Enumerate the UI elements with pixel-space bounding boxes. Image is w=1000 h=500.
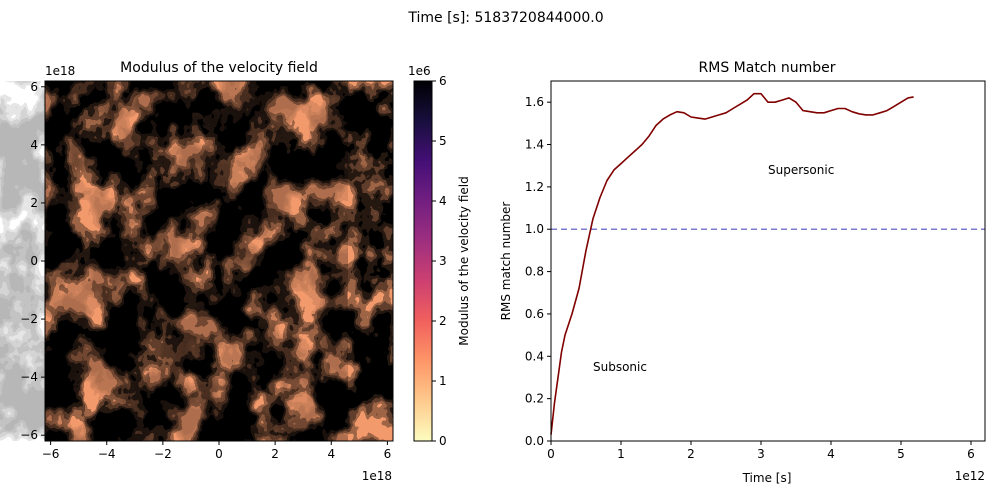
colorbar-scale [413,80,433,442]
heatmap-x-tick-label: 0 [215,447,223,461]
line-chart-y-tick-label: 1.0 [525,222,544,236]
colorbar-label: Modulus of the velocity field [457,176,471,345]
heatmap-y-tick-label: 6 [30,80,38,94]
line-chart-y-tick-label: 0.2 [525,392,544,406]
rms-mach-series-line [550,92,914,435]
line-chart-x-tick-label: 3 [757,447,765,461]
line-chart-y-tick-label: 0.6 [525,307,544,321]
line-chart-plot-area: Supersonic Subsonic [550,92,985,435]
line-chart-x-tick-label: 4 [827,447,835,461]
colorbar-tick-label: 6 [439,74,447,88]
line-chart-y-tick-label: 1.2 [525,180,544,194]
colorbar-tick-label: 3 [439,254,447,268]
line-chart-x-tick-label: 6 [967,447,975,461]
heatmap-y-tick-label: −6 [20,428,38,442]
heatmap-x-tick-label: 4 [327,447,335,461]
line-chart-x-label: Time [s] [742,471,792,485]
heatmap-x-tick-label: −6 [42,447,60,461]
colorbar-tick-label: 0 [439,434,447,448]
line-chart-frame [550,80,986,442]
heatmap-x-tick-label: 6 [384,447,392,461]
heatmap-y-offset-text: 1e18 [45,64,75,78]
colorbar-axis: 0 1 2 3 4 5 6 [432,74,447,448]
colorbar-tick-label: 1 [439,374,447,388]
line-chart-y-tick-label: 1.4 [525,138,544,152]
heatmap-y-tick-label: −2 [20,312,38,326]
line-chart-panel: RMS Match number 0 1 2 3 4 5 6 0.0 0.2 0.4 0.6 0.8… [499,60,986,485]
line-chart-x-axis: 0 1 2 3 4 5 6 [547,441,975,461]
heatmap-y-axis: −6 −4 −2 0 2 4 6 [20,80,45,442]
line-chart-y-tick-label: 1.6 [525,95,544,109]
heatmap-x-tick-label: −2 [154,447,172,461]
colorbar-tick-label: 4 [439,194,447,208]
heatmap-x-tick-label: −4 [98,447,116,461]
figure-suptitle: Time [s]: 5183720844000.0 [407,10,603,26]
line-chart-x-tick-label: 0 [547,447,555,461]
line-chart-y-tick-label: 0.8 [525,265,544,279]
heatmap-x-tick-label: 2 [271,447,279,461]
heatmap-y-tick-label: 4 [30,138,38,152]
line-chart-y-axis: 0.0 0.2 0.4 0.6 0.8 1.0 1.2 1.4 1.6 [525,95,551,448]
line-chart-title: RMS Match number [699,60,836,76]
heatmap-y-tick-label: 0 [30,254,38,268]
line-chart-x-tick-label: 2 [687,447,695,461]
annotation-supersonic: Supersonic [768,163,834,177]
line-chart-y-tick-label: 0.0 [525,434,544,448]
heatmap-x-offset-text: 1e18 [362,469,392,483]
heatmap-y-tick-label: −4 [20,370,38,384]
heatmap-y-tick-label: 2 [30,196,38,210]
colorbar-tick-label: 2 [439,314,447,328]
line-chart-x-tick-label: 1 [617,447,625,461]
line-chart-x-tick-label: 5 [897,447,905,461]
line-chart-y-tick-label: 0.4 [525,349,544,363]
heatmap-title: Modulus of the velocity field [120,60,318,76]
annotation-subsonic: Subsonic [593,360,647,374]
colorbar-offset-text: 1e6 [408,64,431,78]
line-chart-y-label: RMS match number [499,202,513,321]
colorbar-tick-label: 5 [439,134,447,148]
heatmap-panel: Modulus of the velocity field −6 −4 −2 0 2 4 6… [0,60,394,483]
heatmap-image [0,81,393,441]
heatmap-x-axis: −6 −4 −2 0 2 4 6 [42,441,391,461]
colorbar: 0 1 2 3 4 5 6 1e6 Modulus of the velocity fiel… [408,64,471,448]
line-chart-x-offset-text: 1e12 [955,469,985,483]
